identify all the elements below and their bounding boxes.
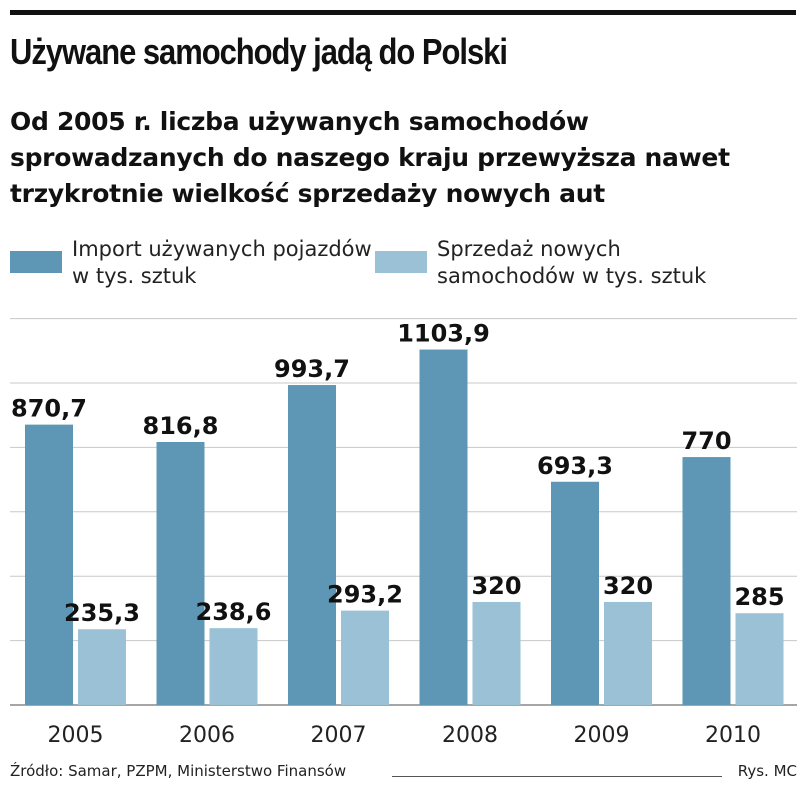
bar-new-sales [735,613,784,705]
source-rule [392,776,722,777]
top-rule [10,10,796,15]
bar-import [156,441,205,705]
x-tick-label: 2005 [48,723,104,748]
legend-swatch-new-sales [375,251,427,273]
value-label-new-sales: 235,3 [64,599,140,627]
value-label-import: 870,7 [11,395,87,423]
value-label-import: 770 [681,427,731,455]
bar-import [419,349,468,705]
value-labels: 870,7 235,3 816,8 238,6 993,7 293,2 1103,9 320 6… [11,320,785,628]
x-tick-label: 2009 [574,723,630,748]
legend-item-import: Import używanych pojazdów w tys. sztuk [10,236,372,290]
value-label-import: 816,8 [143,412,219,440]
legend-item-new-sales: Sprzedaż nowych samochodów w tys. sztuk [375,236,737,290]
value-label-import: 693,3 [537,452,613,480]
bar-import [551,481,599,705]
bar-new-sales [472,601,521,705]
bar-new-sales [209,628,258,705]
legend-swatch-import [10,251,62,273]
value-label-new-sales: 320 [471,572,521,600]
bar-import [25,424,73,705]
chart-subtitle: Od 2005 r. liczba używanych samochodów s… [10,107,730,208]
value-label-import: 1103,9 [397,320,490,348]
bar-new-sales [341,610,389,705]
value-label-new-sales: 285 [734,583,784,611]
x-tick-label: 2006 [179,723,235,748]
bar-import [682,457,731,705]
x-tick-label: 2008 [442,723,498,748]
legend-label-import: Import używanych pojazdów w tys. sztuk [72,237,372,288]
gridlines [10,318,797,706]
bar-import [288,385,336,705]
x-axis-labels: 2005 2006 2007 2008 2009 2010 [48,723,762,748]
x-tick-label: 2010 [705,723,761,748]
source-note: Źródło: Samar, PZPM, Ministerstwo Finans… [10,762,347,780]
value-label-new-sales: 320 [603,572,653,600]
x-tick-label: 2007 [311,723,367,748]
credit-note: Rys. MC [737,762,797,780]
value-label-new-sales: 238,6 [196,598,272,626]
chart-title: Używane samochody jadą do Polski [10,31,508,72]
bars [25,349,784,705]
legend-label-new-sales: Sprzedaż nowych samochodów w tys. sztuk [437,237,707,288]
bar-new-sales [604,601,652,705]
value-label-import: 993,7 [274,355,350,383]
value-label-new-sales: 293,2 [327,581,403,609]
bar-chart: 870,7 235,3 816,8 238,6 993,7 293,2 1103,9 320 6… [10,318,797,748]
bar-new-sales [78,629,126,705]
